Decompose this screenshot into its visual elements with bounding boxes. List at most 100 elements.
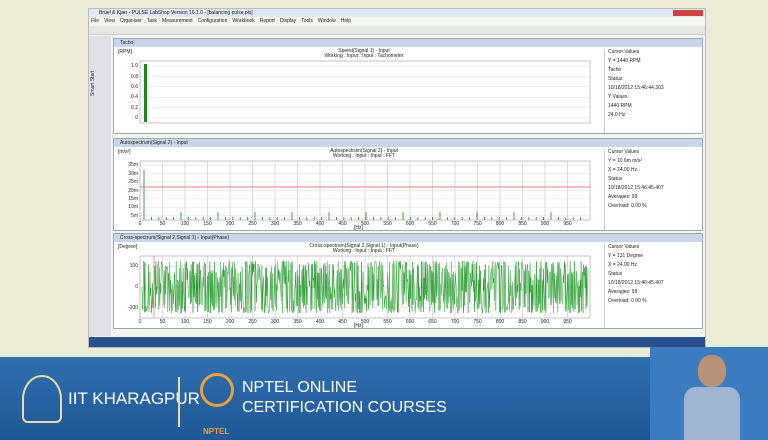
- panel-tab: Cross-spectrum(Signal 2,Signal 1) - Inpu…: [120, 235, 229, 241]
- y-tick-label: 0: [122, 115, 138, 121]
- plot-area: [114, 242, 594, 330]
- side-text: X = 24.00 Hz: [608, 167, 700, 174]
- speaker-body: [684, 387, 740, 440]
- side-text: Y = 10.6m m/s²: [608, 158, 700, 165]
- nptel-text: NPTEL: [203, 427, 229, 436]
- page: Brüel & Kjær - PULSE LabShop Version 16.…: [0, 0, 768, 440]
- menu-item[interactable]: View: [104, 18, 115, 25]
- x-tick-label: 50: [157, 319, 169, 325]
- panel-tab: Tacho: [120, 40, 133, 46]
- menu-item[interactable]: Measurement: [162, 18, 193, 25]
- institute: IIT KHARAGPUR: [68, 389, 200, 409]
- side-text: Overload: 0.00 %: [608, 298, 700, 305]
- menu-item[interactable]: Tools: [301, 18, 313, 25]
- x-tick-label: 750: [472, 221, 484, 227]
- plot-background: [140, 61, 590, 123]
- program-line: NPTEL ONLINE: [242, 379, 357, 397]
- menu-item[interactable]: Report: [260, 18, 275, 25]
- side-text: 1440 RPM: [608, 103, 700, 110]
- speaker-video: [650, 347, 768, 440]
- y-tick-label: 0.6: [122, 84, 138, 90]
- y-tick-label: -100: [122, 305, 138, 311]
- y-tick-label: 15m: [122, 196, 138, 202]
- y-tick-label: 10m: [122, 204, 138, 210]
- window-controls[interactable]: [673, 10, 703, 16]
- y-tick-label: 35m: [122, 162, 138, 168]
- plot-area: [114, 147, 594, 232]
- side-text: 24.0 Hz: [608, 112, 700, 119]
- side-text: Overload: 0.00 %: [608, 203, 700, 210]
- side-text: 10/18/2012 15:46:45.407: [608, 185, 700, 192]
- side-text: Y = 1440 RPM: [608, 58, 700, 65]
- panel-tab: Autospectrum(Signal 2) - Input: [120, 140, 188, 146]
- menu-item[interactable]: Help: [341, 18, 351, 25]
- x-tick-label: 250: [247, 221, 259, 227]
- menu-item[interactable]: Window: [318, 18, 336, 25]
- x-tick-label: 800: [494, 221, 506, 227]
- x-tick-label: 50: [157, 221, 169, 227]
- menu-item[interactable]: Workbook: [232, 18, 254, 25]
- y-tick-label: 0.4: [122, 94, 138, 100]
- nptel-logo: [200, 373, 234, 407]
- side-text: Status: [608, 176, 700, 183]
- side-text: Status: [608, 271, 700, 278]
- menu-item[interactable]: File: [91, 18, 99, 25]
- y-tick-label: 1.0: [122, 63, 138, 69]
- x-tick-label: 550: [382, 221, 394, 227]
- x-tick-label: 800: [494, 319, 506, 325]
- x-axis-label: [Hz]: [354, 323, 363, 329]
- side-text: Averages: 99: [608, 194, 700, 201]
- menu-item[interactable]: Organiser: [120, 18, 142, 25]
- x-tick-label: 100: [179, 221, 191, 227]
- x-tick-label: 150: [202, 319, 214, 325]
- x-tick-label: 300: [269, 319, 281, 325]
- y-tick-label: 0.8: [122, 74, 138, 80]
- x-tick-label: 900: [539, 319, 551, 325]
- chart-panel: Cross-spectrum(Signal 2,Signal 1) - Inpu…: [113, 233, 703, 329]
- side-text: Status: [608, 76, 700, 83]
- side-text: X = 24.00 Hz: [608, 262, 700, 269]
- panel-tab-bar: [114, 139, 702, 147]
- chart-panel: Autospectrum(Signal 2) - Input[m/s²]Auto…: [113, 138, 703, 231]
- x-tick-label: 250: [247, 319, 259, 325]
- x-tick-label: 100: [179, 319, 191, 325]
- x-axis-label: [Hz]: [354, 225, 363, 231]
- x-tick-label: 600: [404, 319, 416, 325]
- x-tick-label: 350: [292, 221, 304, 227]
- y-tick-label: 0: [122, 284, 138, 290]
- side-tab[interactable]: Smart Start: [90, 71, 96, 96]
- divider: [178, 377, 180, 427]
- x-tick-label: 950: [562, 221, 574, 227]
- cursor-values: Cursor Values Y = 10.6m m/s² X = 24.00 Hz S…: [604, 149, 700, 230]
- x-tick-label: 200: [224, 221, 236, 227]
- y-tick-label: 30m: [122, 171, 138, 177]
- side-text: 10/18/2012 15:46:45.407: [608, 280, 700, 287]
- window-title: Brüel & Kjær - PULSE LabShop Version 16.…: [99, 10, 253, 16]
- side-text: Cursor Values: [608, 244, 700, 251]
- y-tick-label: 20m: [122, 188, 138, 194]
- plot-area: [114, 47, 594, 135]
- y-tick-label: 0.2: [122, 105, 138, 111]
- side-panel: Smart Start: [89, 36, 111, 336]
- x-tick-label: 850: [517, 319, 529, 325]
- x-tick-label: 950: [562, 319, 574, 325]
- menu-item[interactable]: Task: [147, 18, 157, 25]
- x-tick-label: 0: [134, 221, 146, 227]
- x-tick-label: 450: [337, 319, 349, 325]
- side-text: Cursor Values: [608, 149, 700, 156]
- toolbar: [89, 26, 705, 35]
- x-tick-label: 300: [269, 221, 281, 227]
- menu-item[interactable]: Display: [280, 18, 296, 25]
- x-tick-label: 150: [202, 221, 214, 227]
- x-tick-label: 850: [517, 221, 529, 227]
- app-window: Brüel & Kjær - PULSE LabShop Version 16.…: [88, 8, 706, 348]
- x-tick-label: 550: [382, 319, 394, 325]
- x-tick-label: 650: [427, 319, 439, 325]
- menu-item[interactable]: Configuration: [198, 18, 228, 25]
- x-tick-label: 700: [449, 319, 461, 325]
- x-tick-label: 900: [539, 221, 551, 227]
- title-bar: Brüel & Kjær - PULSE LabShop Version 16.…: [89, 9, 705, 17]
- trace: [144, 64, 147, 122]
